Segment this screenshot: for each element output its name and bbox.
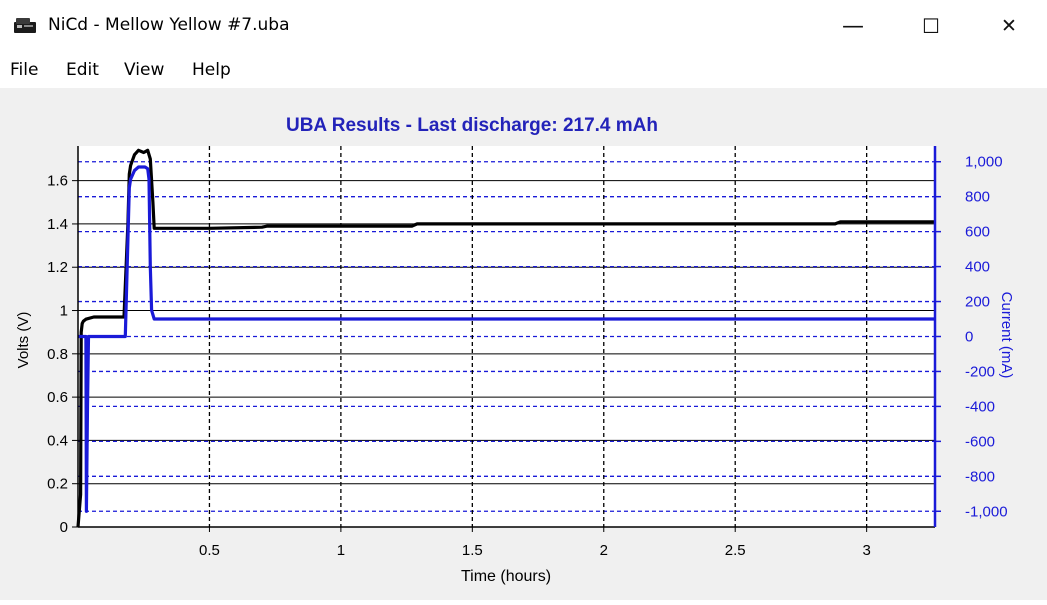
title-bar: NiCd - Mellow Yellow #7.uba — ☐ ✕ (0, 0, 1047, 52)
close-button[interactable]: ✕ (1001, 15, 1017, 37)
y2-tick-label: 0 (965, 329, 973, 346)
y2-tick-label: 200 (965, 294, 990, 311)
series (76, 148, 935, 528)
y2-tick-label: -400 (965, 398, 995, 415)
x-tick-label: 2.5 (725, 542, 746, 559)
y-tick-label: 0 (60, 519, 68, 536)
x-axis-label: Time (hours) (461, 568, 551, 585)
y-tick-label: 0.8 (47, 346, 68, 363)
y-tick-label: 0.2 (47, 476, 68, 493)
window-title: NiCd - Mellow Yellow #7.uba (48, 15, 290, 35)
menu-file[interactable]: File (10, 60, 39, 80)
y-tick-label: 1 (60, 303, 68, 320)
menu-edit[interactable]: Edit (66, 60, 99, 80)
menu-help[interactable]: Help (192, 60, 231, 80)
x-tick-label: 1.5 (462, 542, 483, 559)
axes: 0 0.2 0.4 0.6 0.8 1 1.2 1.4 1.6 -1,000 -800 -600 -40… (47, 146, 1008, 559)
grid (78, 146, 935, 527)
uba-chart: UBA Results - Last discharge: 217.4 mAh … (15, 115, 1015, 585)
y-tick-label: 0.6 (47, 389, 68, 406)
y2-tick-label: 400 (965, 259, 990, 276)
y-tick-label: 1.4 (47, 216, 68, 233)
y-tick-label: 1.6 (47, 173, 68, 190)
minimize-button[interactable]: — (842, 13, 864, 39)
x-tick-label: 1 (337, 542, 345, 559)
chart-title: UBA Results - Last discharge: 217.4 mAh (286, 115, 658, 136)
x-tick-label: 0.5 (199, 542, 220, 559)
current-series-line (78, 165, 935, 513)
y2-tick-label: 600 (965, 224, 990, 241)
menu-view[interactable]: View (124, 60, 165, 80)
battery-charger-icon (14, 18, 36, 33)
y2-tick-label: -200 (965, 363, 995, 380)
x-tick-label: 2 (600, 542, 608, 559)
menu-bar: File Edit View Help (0, 52, 1047, 89)
y2-tick-label: -1,000 (965, 503, 1008, 520)
chart-panel: UBA Results - Last discharge: 217.4 mAh … (0, 89, 1047, 600)
y-tick-label: 0.4 (47, 432, 68, 449)
y2-tick-label: 800 (965, 189, 990, 206)
maximize-button[interactable]: ☐ (922, 14, 940, 38)
y-axis-label: Volts (V) (15, 312, 32, 369)
voltage-series-line (76, 148, 935, 528)
y-tick-label: 1.2 (47, 259, 68, 276)
y2-tick-label: -600 (965, 433, 995, 450)
x-tick-label: 3 (862, 542, 870, 559)
y2-axis-label: Current (mA) (998, 292, 1015, 379)
y2-tick-label: -800 (965, 468, 995, 485)
y2-tick-label: 1,000 (965, 154, 1003, 171)
